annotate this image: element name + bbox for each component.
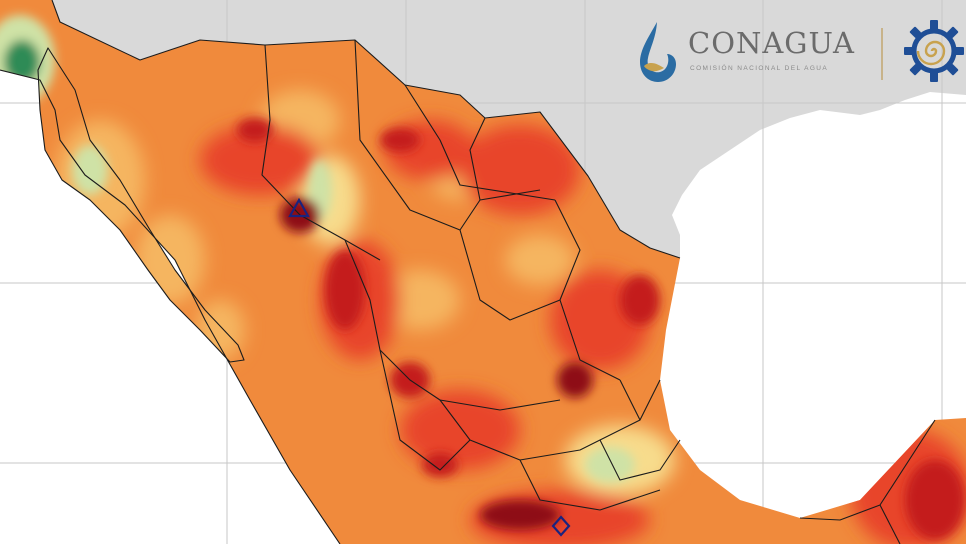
logo-divider xyxy=(881,28,883,80)
triangle-marker xyxy=(288,197,310,218)
state-borders xyxy=(0,0,936,544)
brand-name: CONAGUA xyxy=(688,26,855,60)
gear-emblem-icon xyxy=(904,20,964,82)
diamond-marker xyxy=(551,515,571,537)
usa-land xyxy=(52,0,966,258)
brand-subtitle: COMISIÓN NACIONAL DEL AGUA xyxy=(690,65,829,72)
water-drop-icon xyxy=(640,22,676,82)
conagua-logo: CONAGUA COMISIÓN NACIONAL DEL AGUA xyxy=(636,18,966,84)
